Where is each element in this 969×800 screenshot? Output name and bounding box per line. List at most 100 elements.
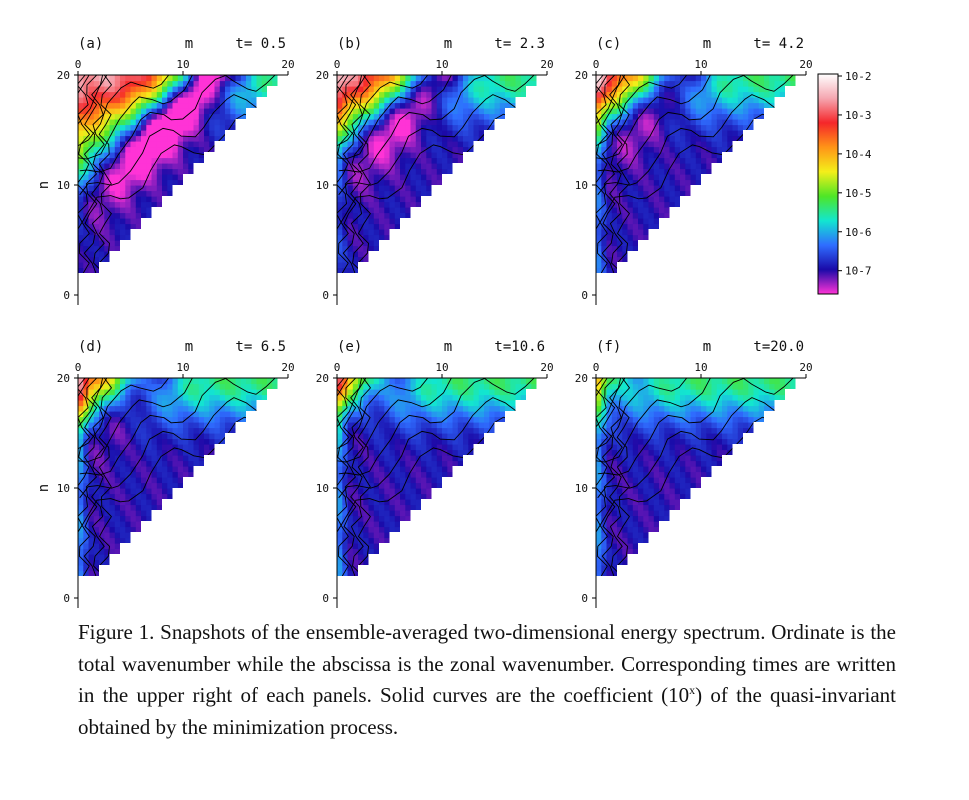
heatmap-cell	[342, 416, 349, 423]
heatmap-cell	[358, 119, 364, 126]
heatmap-cell	[452, 163, 459, 170]
heatmap-cell	[389, 422, 396, 429]
heatmap-cell	[431, 471, 438, 478]
contour-line	[337, 75, 350, 273]
heatmap-cell	[695, 190, 702, 197]
heatmap-cell	[426, 157, 433, 164]
heatmap-cell	[198, 471, 205, 478]
heatmap-cell	[368, 174, 375, 181]
heatmap-cell	[601, 543, 608, 550]
heatmap-cell	[400, 97, 406, 104]
heatmap-cell	[457, 80, 464, 87]
heatmap-cell	[627, 389, 634, 396]
heatmap-cell	[601, 482, 608, 489]
heatmap-cell	[130, 422, 137, 429]
heatmap-cell	[457, 168, 464, 175]
heatmap-cell	[172, 433, 179, 440]
heatmap-cell	[251, 75, 258, 82]
heatmap-cell	[109, 207, 116, 214]
heatmap-cell	[400, 174, 406, 181]
heatmap-cell	[622, 515, 629, 522]
heatmap-cell	[410, 444, 417, 451]
heatmap-cell	[394, 411, 401, 418]
heatmap-cell	[363, 179, 370, 186]
heatmap-cell	[93, 477, 100, 484]
heatmap-cell	[99, 455, 105, 462]
heatmap-cell	[680, 146, 686, 153]
heatmap-cell	[146, 130, 153, 137]
heatmap-cell	[680, 168, 686, 175]
heatmap-cell	[706, 102, 713, 109]
heatmap-cell	[622, 504, 629, 511]
contour-line	[79, 93, 288, 196]
heatmap-cell	[93, 91, 100, 98]
heatmap-cell	[193, 471, 200, 478]
heatmap-cell	[653, 113, 660, 120]
heatmap-cell	[109, 256, 116, 263]
heatmap-cell	[415, 108, 422, 115]
heatmap-cell	[78, 405, 84, 412]
heatmap-cell	[627, 97, 634, 104]
heatmap-cell	[690, 482, 697, 489]
heatmap-cell	[659, 433, 665, 440]
heatmap-cell	[627, 493, 634, 500]
heatmap-cell	[78, 477, 84, 484]
heatmap-cell	[664, 466, 671, 473]
heatmap-cell	[596, 570, 602, 576]
heatmap-cell	[484, 130, 490, 137]
heatmap-cell	[125, 499, 132, 506]
heatmap-cell	[141, 163, 147, 170]
heatmap-cell	[622, 163, 629, 170]
heatmap-cell	[146, 185, 153, 192]
heatmap-cell	[104, 543, 111, 550]
heatmap-cell	[352, 449, 359, 456]
x-tick-label: 20	[281, 361, 294, 374]
heatmap-cell	[638, 185, 644, 192]
heatmap-cell	[638, 537, 644, 544]
heatmap-cell	[611, 245, 618, 252]
heatmap-cell	[358, 521, 364, 528]
heatmap-cell	[510, 91, 517, 98]
heatmap-cell	[478, 124, 485, 131]
heatmap-cell	[622, 80, 629, 87]
heatmap-cell	[352, 262, 359, 269]
heatmap-cell	[109, 262, 116, 269]
heatmap-cell	[727, 146, 734, 153]
heatmap-cell	[135, 218, 142, 225]
heatmap-cell	[716, 141, 723, 148]
heatmap-cell	[695, 86, 702, 93]
heatmap-cell	[606, 80, 613, 87]
heatmap-cell	[135, 510, 142, 517]
heatmap-cell	[261, 378, 268, 385]
heatmap-cell	[104, 262, 111, 269]
heatmap-cell	[421, 168, 427, 175]
heatmap-cell	[389, 504, 396, 511]
heatmap-cell	[204, 400, 210, 407]
heatmap-cell	[436, 471, 443, 478]
heatmap-cell	[93, 460, 100, 467]
heatmap-cell	[167, 119, 174, 126]
heatmap-cell	[78, 438, 84, 445]
heatmap-cell	[342, 163, 349, 170]
heatmap-cell	[151, 157, 158, 164]
heatmap-cell	[109, 97, 116, 104]
heatmap-cell	[167, 91, 174, 98]
heatmap-cell	[748, 135, 755, 142]
heatmap-cell	[515, 80, 522, 87]
heatmap-cell	[88, 422, 95, 429]
heatmap-cell	[204, 86, 210, 93]
heatmap-cell	[442, 102, 448, 109]
heatmap-cell	[358, 504, 364, 511]
heatmap-cell	[622, 438, 629, 445]
heatmap-cell	[415, 477, 422, 484]
heatmap-cell	[389, 201, 396, 208]
heatmap-cell	[442, 174, 448, 181]
heatmap-cell	[389, 212, 396, 219]
heatmap-cell	[596, 196, 602, 203]
heatmap-cell	[88, 212, 95, 219]
heatmap-cell	[225, 427, 231, 434]
heatmap-cell	[410, 427, 417, 434]
heatmap-cell	[114, 411, 121, 418]
heatmap-cell	[88, 449, 95, 456]
heatmap-cell	[135, 394, 142, 401]
